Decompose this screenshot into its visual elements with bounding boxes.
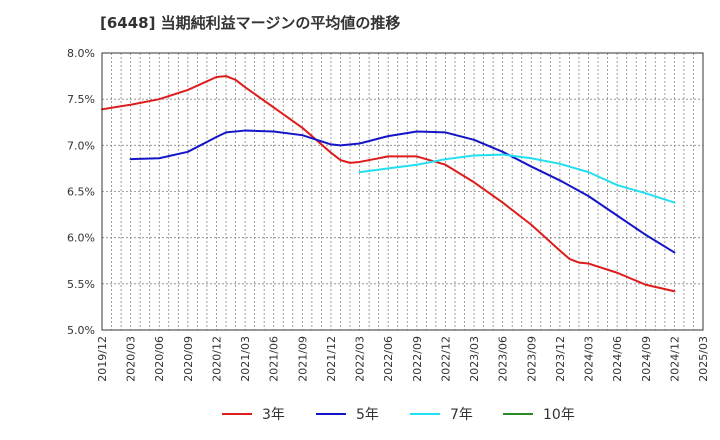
series-line-3年 [101,75,676,293]
legend-label: 5年 [356,407,379,423]
legend-label: 7年 [450,407,473,423]
series-line-7年 [358,153,676,204]
legend-label: 3年 [262,407,285,423]
series-layer [101,75,676,293]
x-tick-label: 2024/06 [611,336,624,382]
legend: 3年 5年 7年 10年 [222,407,575,423]
x-tick-label: 2019/12 [96,336,109,382]
x-tick-label: 2023/09 [525,336,538,382]
grid-layer [101,52,704,331]
y-tick-label: 6.0% [67,232,95,245]
y-tick-label: 5.0% [67,324,95,337]
x-tick-label: 2020/12 [210,336,223,382]
x-tick-label: 2022/06 [382,336,395,382]
y-tick-label: 7.0% [67,139,95,152]
x-tick-label: 2023/12 [554,336,567,382]
x-tick-label: 2021/03 [239,336,252,382]
x-tick-label: 2020/03 [125,336,138,382]
x-tick-label: 2024/09 [640,336,653,382]
x-tick-label: 2022/09 [411,336,424,382]
y-tick-label: 5.5% [67,278,95,291]
legend-label: 10年 [543,407,575,423]
x-tick-label: 2021/06 [268,336,281,382]
series-line-5年 [129,129,676,254]
y-tick-label: 6.5% [67,186,95,199]
y-axis-ticks: 5.0% 5.5% 6.0% 6.5% 7.0% 7.5% 8.0% [67,47,95,337]
x-tick-label: 2020/06 [153,336,166,382]
y-tick-label: 8.0% [67,47,95,60]
x-tick-label: 2023/03 [468,336,481,382]
x-tick-label: 2021/12 [325,336,338,382]
x-tick-label: 2025/03 [697,336,710,382]
x-tick-label: 2022/03 [354,336,367,382]
x-tick-label: 2024/12 [668,336,681,382]
x-tick-label: 2022/12 [439,336,452,382]
x-tick-label: 2021/09 [296,336,309,382]
x-tick-label: 2024/03 [583,336,596,382]
x-tick-label: 2023/06 [497,336,510,382]
x-axis-ticks: 2019/12 2020/03 2020/06 2020/09 2020/12 2021/… [96,336,710,382]
chart-title: [6448] 当期純利益マージンの平均値の推移 [100,14,401,32]
y-tick-label: 7.5% [67,93,95,106]
x-tick-label: 2020/09 [182,336,195,382]
plot-frame [101,52,704,331]
